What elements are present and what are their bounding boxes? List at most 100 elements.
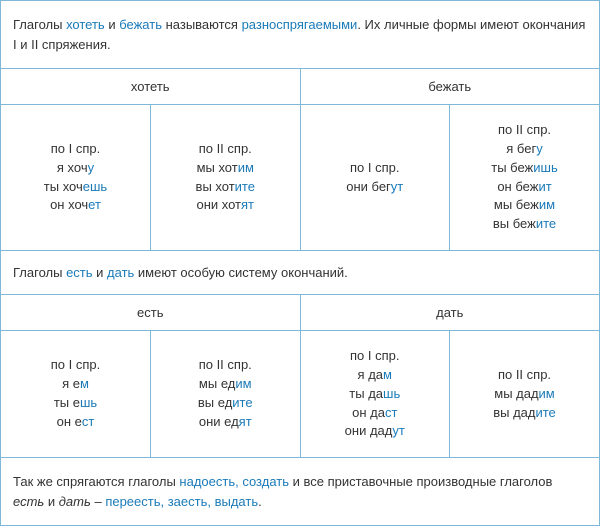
- text-run: Глаголы: [13, 17, 66, 32]
- ending-text: ят: [239, 414, 252, 429]
- table2-cell-3: по II спр.мы дадимвы дадите: [450, 331, 600, 458]
- stem-text: мы дад: [494, 386, 538, 401]
- stem-text: они дад: [345, 423, 393, 438]
- stem-text: я бег: [506, 141, 536, 156]
- conjugation-header: по I спр.: [305, 347, 446, 366]
- conjugation-line: я дам: [305, 366, 446, 385]
- stem-text: он да: [352, 405, 385, 420]
- ending-text: ст: [385, 405, 397, 420]
- conjugation-line: вы дадите: [454, 404, 595, 423]
- text-run: .: [258, 494, 262, 509]
- highlight-text: надоесть, создать: [179, 474, 289, 489]
- highlight-text: разноспрягаемыми: [242, 17, 358, 32]
- ending-text: им: [238, 160, 254, 175]
- conjugation-header: по II спр.: [155, 356, 296, 375]
- conjugation-line: ты хочешь: [5, 178, 146, 197]
- ending-text: ст: [82, 414, 94, 429]
- table1-header-2: бежать: [300, 69, 599, 105]
- conjugation-line: ты дашь: [305, 385, 446, 404]
- conjugation-line: я ем: [5, 375, 146, 394]
- ending-text: м: [80, 376, 89, 391]
- ending-text: ит: [538, 179, 551, 194]
- text-run: –: [91, 494, 105, 509]
- text-run: Глаголы: [13, 265, 66, 280]
- ending-text: у: [536, 141, 543, 156]
- table1-cell-2: по I спр.они бегут: [300, 105, 450, 251]
- conjugation-header: по I спр.: [5, 356, 146, 375]
- conjugation-line: ты бежишь: [454, 159, 595, 178]
- highlight-text: бежать: [119, 17, 162, 32]
- stem-text: ты да: [349, 386, 383, 401]
- highlight-text: есть: [66, 265, 92, 280]
- stem-text: вы беж: [493, 216, 536, 231]
- italic-text: есть: [13, 494, 44, 509]
- table2-header-2: дать: [300, 295, 599, 331]
- conjugation-line: они бегут: [305, 178, 446, 197]
- ending-text: у: [88, 160, 95, 175]
- ending-text: ите: [235, 179, 255, 194]
- stem-text: вы дад: [493, 405, 535, 420]
- stem-text: ты беж: [491, 160, 533, 175]
- highlight-text: переесть, заесть, выдать: [105, 494, 258, 509]
- conjugation-line: мы бежим: [454, 196, 595, 215]
- ending-text: ите: [232, 395, 252, 410]
- table1-cell-0: по I спр.я хочуты хочешьон хочет: [1, 105, 151, 251]
- grammar-card: Глаголы хотеть и бежать называются разно…: [0, 0, 600, 526]
- ending-text: ите: [535, 405, 555, 420]
- ending-text: м: [383, 367, 392, 382]
- stem-text: он беж: [497, 179, 538, 194]
- stem-text: мы хот: [197, 160, 238, 175]
- conjugation-line: вы хотите: [155, 178, 296, 197]
- conjugation-line: мы хотим: [155, 159, 296, 178]
- conjugation-line: он хочет: [5, 196, 146, 215]
- table1-cell-3: по II спр.я бегуты бежишьон бежитмы бежи…: [450, 105, 600, 251]
- text-run: называются: [162, 17, 242, 32]
- text-run: и: [105, 17, 120, 32]
- ending-text: ите: [536, 216, 556, 231]
- table2-cell-0: по I спр.я емты ешь он ест: [1, 331, 151, 458]
- conjugation-line: он даст: [305, 404, 446, 423]
- table1-header-1: хотеть: [1, 69, 300, 105]
- ending-text: ут: [391, 179, 403, 194]
- text-run: и: [93, 265, 108, 280]
- text-run: Так же спрягаются глаголы: [13, 474, 179, 489]
- ending-text: им: [539, 386, 555, 401]
- text-run: имеют особую систему окончаний.: [134, 265, 347, 280]
- ending-text: ят: [241, 197, 254, 212]
- table2-cell-1: по II спр.мы едимвы едитеони едят: [151, 331, 301, 458]
- highlight-text: хотеть: [66, 17, 105, 32]
- conjugation-header: по II спр.: [454, 366, 595, 385]
- conjugation-line: они хотят: [155, 196, 296, 215]
- ending-text: ешь: [83, 179, 107, 194]
- conjugation-line: они едят: [155, 413, 296, 432]
- ending-text: ет: [88, 197, 101, 212]
- stem-text: они бег: [346, 179, 391, 194]
- italic-text: дать: [59, 494, 91, 509]
- table-est-dat: есть дать по I спр.я емты ешьон ест по I…: [1, 295, 599, 458]
- stem-text: ты е: [54, 395, 80, 410]
- table-khotet-bezhat: хотеть бежать по I спр.я хочуты хочешьон…: [1, 69, 599, 251]
- conjugation-line: он ест: [5, 413, 146, 432]
- ending-text: им: [539, 197, 555, 212]
- table1-cell-1: по II спр.мы хотимвы хотитеони хотят: [151, 105, 301, 251]
- text-run: и: [44, 494, 59, 509]
- ending-text: шь: [383, 386, 400, 401]
- conjugation-line: он бежит: [454, 178, 595, 197]
- conjugation-header: по II спр.: [454, 121, 595, 140]
- conjugation-line: они дадут: [305, 422, 446, 441]
- conjugation-line: мы дадим: [454, 385, 595, 404]
- conjugation-header: по I спр.: [305, 159, 446, 178]
- stem-text: я да: [358, 367, 383, 382]
- ending-text: им: [235, 376, 251, 391]
- table2-header-1: есть: [1, 295, 300, 331]
- conjugation-line: я бегу: [454, 140, 595, 159]
- stem-text: я е: [62, 376, 80, 391]
- stem-text: ты хоч: [44, 179, 83, 194]
- conjugation-line: мы едим: [155, 375, 296, 394]
- intro-paragraph: Глаголы хотеть и бежать называются разно…: [1, 1, 599, 69]
- ending-text: ишь: [533, 160, 557, 175]
- stem-text: он е: [57, 414, 82, 429]
- ending-text: ут: [392, 423, 404, 438]
- outro-paragraph: Так же спрягаются глаголы надоесть, созд…: [1, 458, 599, 525]
- ending-text: шь: [80, 395, 97, 410]
